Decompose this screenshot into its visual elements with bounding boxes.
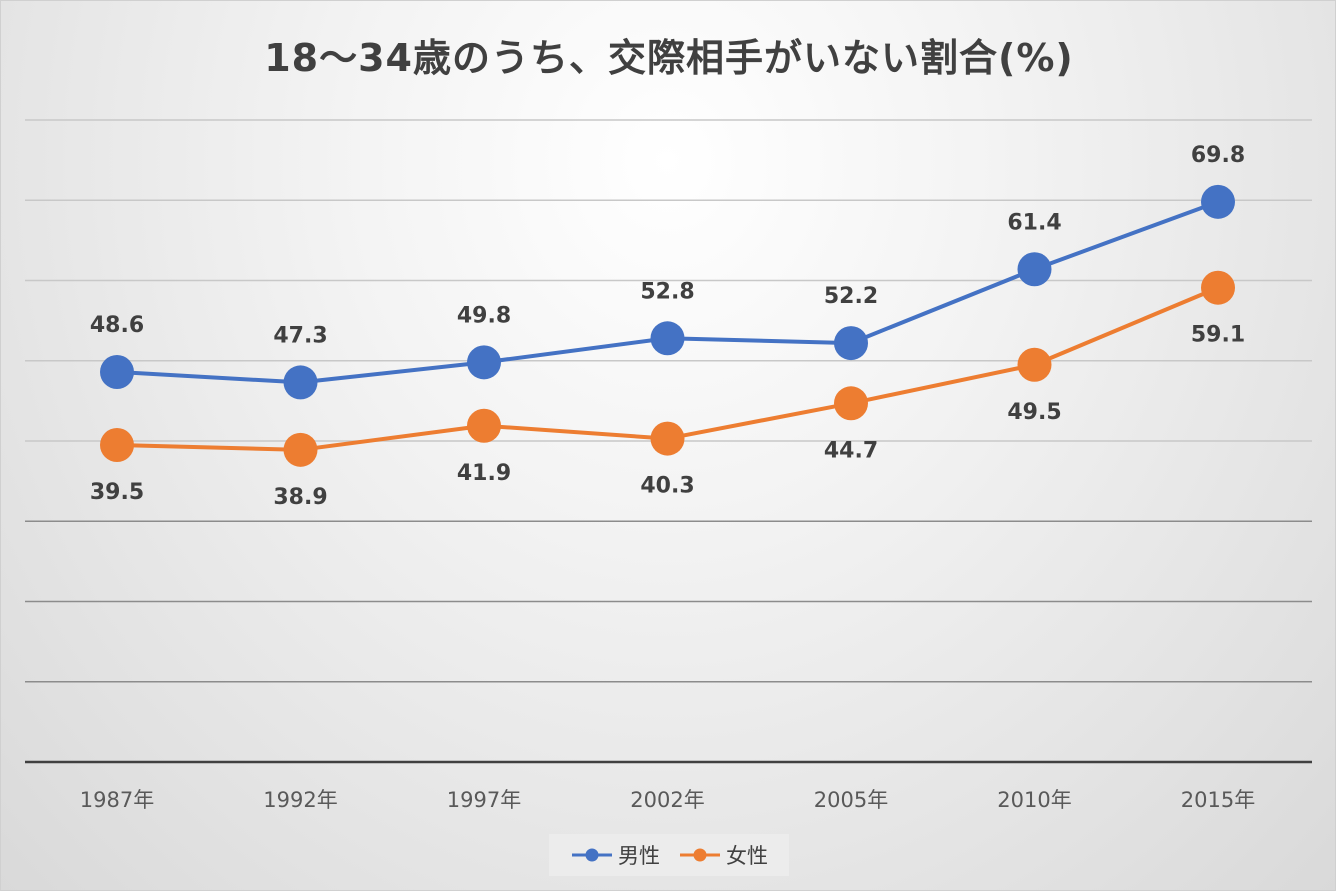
data-point [1017,347,1052,382]
legend-label-male: 男性 [618,844,660,868]
data-label: 39.5 [90,480,144,505]
data-point [100,428,134,463]
data-point [650,321,685,356]
x-tick-label: 2010年 [997,788,1071,812]
data-label: 44.7 [824,438,878,463]
legend-item-male: 男性 [570,840,660,870]
legend-item-female: 女性 [678,840,768,870]
data-label: 49.8 [457,303,511,328]
x-axis-ticks: 1987年 1992年 1997年 2002年 2005年 2010年 2015年 [80,788,1255,812]
data-point [1201,270,1235,305]
x-tick-label: 2005年 [814,788,888,812]
data-label: 59.1 [1191,323,1245,348]
data-label: 49.5 [1007,400,1061,425]
x-tick-label: 1992年 [263,788,337,812]
data-label: 61.4 [1007,210,1061,235]
legend-marker-male [572,848,612,862]
chart-title: 18～34歳のうち、交際相手がいない割合(%) [264,36,1074,80]
data-label: 47.3 [273,323,327,348]
data-label: 38.9 [273,485,327,510]
data-labels: 48.6 47.3 49.8 52.8 52.2 61.4 69.8 39.5 38.9 41.9… [90,143,1245,510]
gridlines [25,119,1312,764]
series-lines [100,184,1235,467]
data-label: 52.8 [640,279,694,304]
data-point [834,386,868,421]
data-label: 48.6 [90,313,144,338]
x-tick-label: 1997年 [447,788,521,812]
data-label: 40.3 [640,474,694,499]
data-point [467,345,501,380]
legend-label-female: 女性 [726,844,768,868]
legend-marker-female [680,848,720,862]
legend: 男性 女性 [549,834,789,876]
data-label: 69.8 [1191,143,1245,168]
data-point [650,421,685,456]
x-tick-label: 2002年 [630,788,704,812]
data-point [100,354,134,389]
legend-dot [585,848,599,862]
data-point [283,365,318,400]
data-label: 41.9 [457,461,511,486]
data-point [1017,252,1052,287]
x-tick-label: 1987年 [80,788,154,812]
x-tick-label: 2015年 [1181,788,1255,812]
data-point [834,326,868,361]
data-point [467,408,501,443]
data-label: 52.2 [824,284,878,309]
data-point [283,432,318,467]
data-point [1201,184,1235,219]
legend-dot [693,848,707,862]
